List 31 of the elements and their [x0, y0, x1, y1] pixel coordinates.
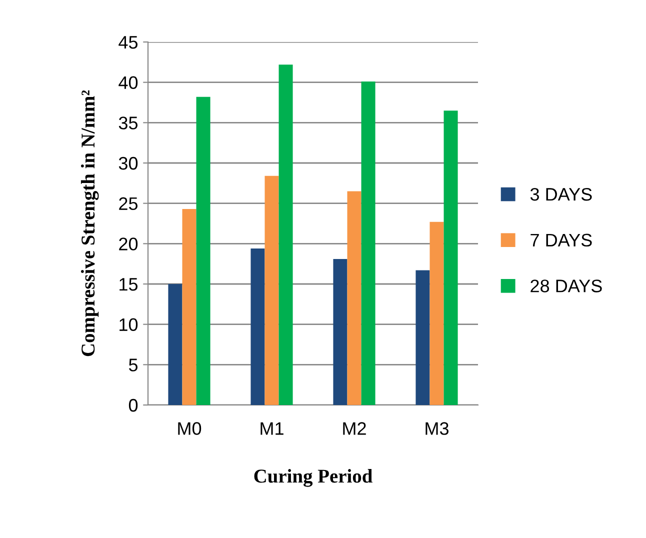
x-axis-title: Curing Period [254, 469, 372, 487]
y-tick-label: 45 [118, 36, 138, 49]
x-tick-label: M3 [426, 422, 448, 435]
y-tick-label: 25 [119, 197, 138, 210]
x-tick-label: M1 [260, 422, 284, 435]
bar [182, 208, 196, 405]
bar [416, 270, 430, 405]
bar [430, 222, 444, 405]
y-tick-label: 15 [120, 278, 138, 291]
legend-label: 7 DAYS [530, 234, 592, 247]
bar [196, 96, 210, 405]
bar [361, 82, 376, 405]
y-axis-title: Compressive Strength in N/mm² [80, 90, 99, 356]
bar [444, 110, 458, 405]
legend-label: 28 DAYS [530, 280, 602, 292]
y-tick-label: 30 [118, 156, 138, 170]
x-tick-label: M2 [343, 422, 366, 435]
bar [264, 176, 279, 405]
y-tick-label: 5 [128, 358, 138, 372]
legend-label: 3 DAYS [530, 188, 592, 201]
y-tick-label: 20 [119, 238, 138, 250]
bar [347, 191, 362, 405]
y-tick-label: 10 [120, 318, 138, 332]
y-tick-label: 40 [118, 76, 138, 90]
bar [168, 284, 182, 405]
bar [250, 248, 265, 405]
y-tick-label: 0 [128, 398, 138, 412]
bar [278, 64, 293, 405]
y-tick-label: 35 [118, 116, 138, 130]
bar [333, 258, 348, 405]
x-tick-label: M0 [178, 422, 202, 435]
